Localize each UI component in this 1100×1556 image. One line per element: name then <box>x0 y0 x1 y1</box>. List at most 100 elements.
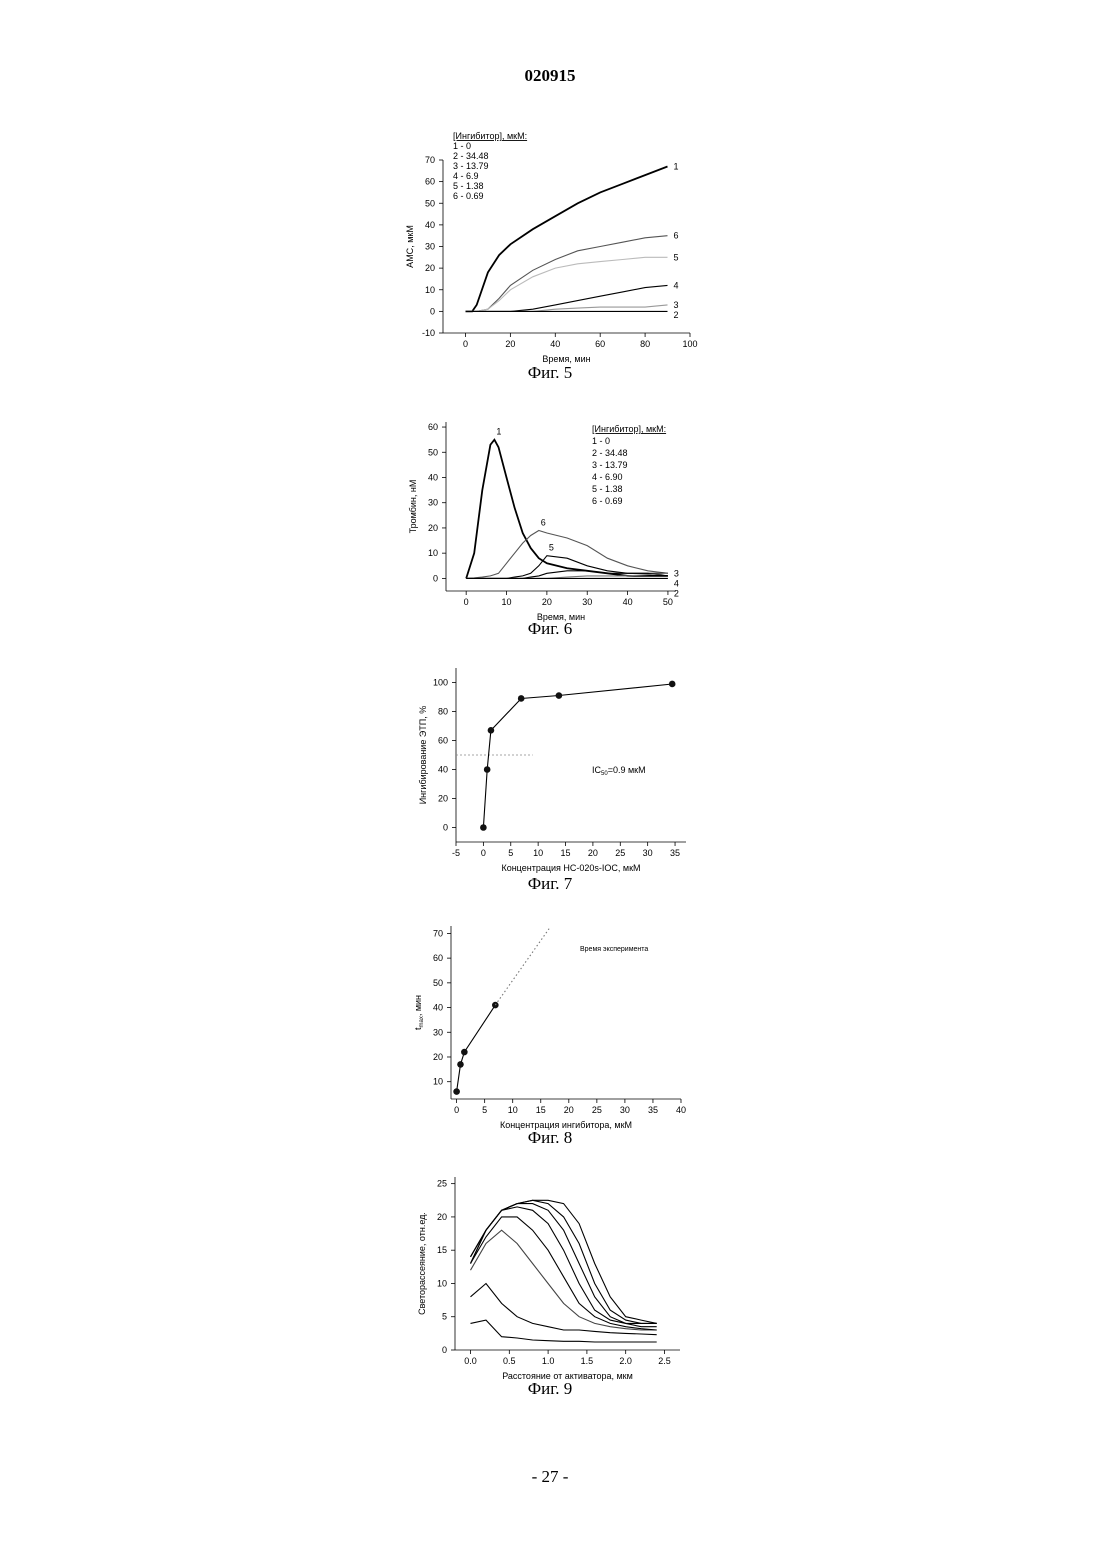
x-tick-label: 20 <box>542 597 552 607</box>
x-tick-label: 60 <box>595 339 605 349</box>
y-tick-label: 10 <box>433 1077 443 1087</box>
x-tick-label: 2.5 <box>658 1356 671 1366</box>
x-tick-label: 0.0 <box>464 1356 477 1366</box>
series-line <box>466 440 668 579</box>
y-tick-label: 60 <box>438 736 448 746</box>
figure-caption: Фиг. 9 <box>528 1379 573 1398</box>
document: 020915 - 27 - -1001020304050607002040608… <box>0 0 1100 1556</box>
x-tick-label: 0 <box>481 848 486 858</box>
annotation-part: Время эксперимента <box>580 946 648 953</box>
data-point <box>457 1061 464 1068</box>
x-tick-label: 0 <box>464 597 469 607</box>
patent-number: 020915 <box>525 66 576 85</box>
x-tick-label: 30 <box>620 1105 630 1115</box>
y-axis-label: tmax, мин <box>413 995 425 1030</box>
y-tick-label: 40 <box>433 1003 443 1013</box>
figure-caption: Фиг. 7 <box>528 874 573 893</box>
y-tick-label: 40 <box>428 472 438 482</box>
figure-caption: Фиг. 6 <box>528 619 573 638</box>
data-point <box>484 766 491 773</box>
legend-entry: 6 - 0.69 <box>453 191 484 201</box>
y-axis-label-part: max <box>419 1016 425 1027</box>
figure: 010203040506001020304050Время, минТромби… <box>408 422 679 638</box>
legend-title: [Ингибитор], мкМ: <box>592 424 666 434</box>
y-tick-label: 5 <box>442 1312 447 1322</box>
data-point <box>556 692 563 699</box>
legend-entry: 3 - 13.79 <box>592 460 628 470</box>
curve-label: 3 <box>674 300 679 310</box>
x-axis-label: Концентрация НС-020s-IOC, мкМ <box>501 863 640 873</box>
x-tick-label: 35 <box>670 848 680 858</box>
figure: 020406080100-505101520253035Концентрация… <box>418 668 686 893</box>
x-tick-label: 0.5 <box>503 1356 516 1366</box>
y-tick-label: 15 <box>437 1245 447 1255</box>
y-tick-label: 60 <box>428 422 438 432</box>
x-tick-label: 5 <box>482 1105 487 1115</box>
annotation: IC50=0.9 мкМ <box>592 765 646 777</box>
y-axis-label-part: , мин <box>413 995 423 1016</box>
figure: -10010203040506070020406080100Время, мин… <box>405 131 698 382</box>
y-axis-label: Светорассеяние, отн.ед. <box>417 1212 427 1315</box>
x-tick-label: 35 <box>648 1105 658 1115</box>
series-line <box>471 1207 657 1327</box>
curve-label: 5 <box>549 543 554 553</box>
x-tick-label: 40 <box>676 1105 686 1115</box>
x-tick-label: 25 <box>592 1105 602 1115</box>
x-tick-label: 1.0 <box>542 1356 555 1366</box>
y-tick-label: 20 <box>438 794 448 804</box>
legend-entry: 6 - 0.69 <box>592 496 623 506</box>
curve-label: 6 <box>541 517 546 527</box>
y-tick-label: 20 <box>428 523 438 533</box>
data-point <box>518 695 525 702</box>
data-point <box>488 727 495 734</box>
legend-entry: 5 - 1.38 <box>592 484 623 494</box>
y-tick-label: 30 <box>425 242 435 252</box>
y-tick-label: 80 <box>438 707 448 717</box>
series-line <box>471 1217 657 1330</box>
page: 020915 - 27 - -1001020304050607002040608… <box>0 0 1100 1556</box>
x-tick-label: 0 <box>454 1105 459 1115</box>
y-tick-label: 20 <box>425 263 435 273</box>
y-tick-label: 30 <box>428 498 438 508</box>
y-tick-label: 70 <box>433 928 443 938</box>
series-line <box>483 684 672 828</box>
legend-entry: 2 - 34.48 <box>592 448 628 458</box>
y-axis-label: Тромбин, нМ <box>408 480 418 534</box>
figure-caption: Фиг. 8 <box>528 1128 573 1147</box>
y-tick-label: 0 <box>442 1345 447 1355</box>
data-point <box>669 681 676 688</box>
y-tick-label: 50 <box>425 198 435 208</box>
curve-label: 1 <box>674 161 679 171</box>
x-tick-label: 5 <box>508 848 513 858</box>
curve-label: 6 <box>674 231 679 241</box>
y-tick-label: 20 <box>433 1052 443 1062</box>
figure-caption: Фиг. 5 <box>528 363 573 382</box>
series-line <box>471 1200 657 1323</box>
data-point <box>480 824 487 831</box>
y-tick-label: 100 <box>433 678 448 688</box>
data-point <box>461 1049 468 1056</box>
y-tick-label: 10 <box>425 285 435 295</box>
annotation-part: =0.9 мкМ <box>608 765 646 775</box>
y-tick-label: 0 <box>430 306 435 316</box>
y-tick-label: 20 <box>437 1212 447 1222</box>
x-tick-label: 40 <box>550 339 560 349</box>
legend-entry: 1 - 0 <box>592 436 610 446</box>
y-tick-label: -10 <box>422 328 435 338</box>
x-tick-label: -5 <box>452 848 460 858</box>
y-axis-label: Ингибирование ЭТП, % <box>418 706 428 805</box>
y-tick-label: 10 <box>428 548 438 558</box>
curve-label: 2 <box>674 588 679 598</box>
y-tick-label: 0 <box>443 823 448 833</box>
legend-entry: 2 - 34.48 <box>453 151 489 161</box>
series-line <box>466 236 668 312</box>
legend-entry: 4 - 6.9 <box>453 171 479 181</box>
y-tick-label: 40 <box>425 220 435 230</box>
y-tick-label: 70 <box>425 155 435 165</box>
x-tick-label: 25 <box>615 848 625 858</box>
x-tick-label: 15 <box>536 1105 546 1115</box>
legend-entry: 5 - 1.38 <box>453 181 484 191</box>
y-tick-label: 60 <box>425 177 435 187</box>
legend-entry: 3 - 13.79 <box>453 161 489 171</box>
curve-label: 1 <box>496 427 501 437</box>
